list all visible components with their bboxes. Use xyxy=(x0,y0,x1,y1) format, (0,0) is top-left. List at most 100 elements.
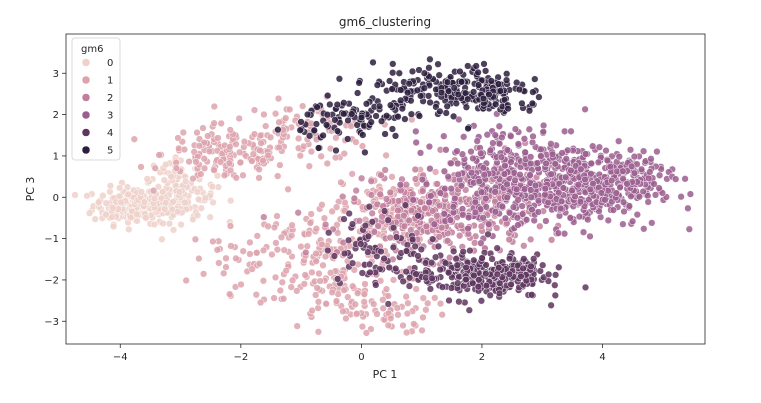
data-point xyxy=(232,254,240,263)
data-point xyxy=(182,276,190,285)
data-point xyxy=(389,224,398,232)
data-point xyxy=(264,151,272,160)
data-point xyxy=(123,183,132,191)
legend-label-2: 2 xyxy=(107,93,113,104)
data-point xyxy=(388,85,396,93)
series-3-points xyxy=(396,105,695,247)
data-point xyxy=(430,220,438,228)
plot-frame xyxy=(65,33,706,345)
data-point xyxy=(307,210,315,218)
data-point xyxy=(248,265,256,273)
data-point xyxy=(542,159,550,168)
data-point xyxy=(215,259,223,267)
x-tick-label: 4 xyxy=(599,352,605,363)
data-point xyxy=(323,111,332,119)
data-point xyxy=(167,172,175,181)
data-point xyxy=(328,288,336,297)
data-point xyxy=(106,182,115,190)
data-point xyxy=(464,124,472,133)
data-point xyxy=(293,287,301,295)
data-point xyxy=(256,298,265,307)
data-point xyxy=(195,254,203,263)
data-point xyxy=(653,147,661,156)
data-point xyxy=(320,214,329,222)
data-point xyxy=(580,202,589,210)
data-point xyxy=(379,296,387,304)
data-point xyxy=(193,188,202,196)
data-point xyxy=(340,99,348,107)
data-point xyxy=(474,68,482,77)
legend-items: 0 1 2 3 4 5 xyxy=(81,58,113,157)
data-point xyxy=(460,133,468,141)
data-point xyxy=(276,286,284,295)
data-point xyxy=(436,189,445,197)
data-point xyxy=(477,188,486,196)
data-point xyxy=(534,197,543,205)
y-tick-label: 3 xyxy=(53,69,59,80)
legend-marker-0 xyxy=(81,58,91,67)
data-point xyxy=(344,135,352,143)
data-point xyxy=(384,300,392,308)
data-point xyxy=(435,71,443,79)
data-point xyxy=(175,188,184,196)
data-point xyxy=(464,164,472,172)
data-point xyxy=(440,132,448,140)
data-point xyxy=(405,216,413,225)
data-point xyxy=(548,150,557,158)
data-point xyxy=(447,284,456,292)
data-point xyxy=(306,219,314,227)
data-point xyxy=(388,173,396,181)
data-point xyxy=(297,242,305,251)
data-point xyxy=(408,67,417,76)
data-point xyxy=(444,237,452,245)
data-point xyxy=(402,292,410,301)
data-point xyxy=(454,90,462,99)
data-point xyxy=(334,275,342,283)
data-point xyxy=(455,298,463,306)
data-point xyxy=(159,188,167,196)
data-point xyxy=(457,78,466,86)
data-point xyxy=(477,239,485,247)
data-point xyxy=(442,146,450,154)
data-point xyxy=(518,99,526,108)
data-point xyxy=(195,142,203,150)
data-point xyxy=(531,181,540,190)
data-point xyxy=(361,221,370,230)
data-point xyxy=(333,127,342,135)
data-point xyxy=(200,155,208,163)
data-point xyxy=(299,142,308,151)
data-point xyxy=(397,86,405,94)
data-point xyxy=(137,163,145,171)
data-point xyxy=(348,220,357,228)
data-point xyxy=(124,190,132,198)
data-point xyxy=(384,216,392,224)
data-point xyxy=(169,198,177,206)
data-point xyxy=(117,198,125,206)
data-point xyxy=(352,138,360,146)
data-point xyxy=(352,186,360,195)
data-point xyxy=(314,298,323,306)
data-point xyxy=(366,268,374,277)
data-point xyxy=(595,143,604,151)
data-point xyxy=(259,157,267,165)
legend-marker-3 xyxy=(81,110,91,120)
data-point xyxy=(272,239,280,247)
data-point xyxy=(345,209,353,218)
data-point xyxy=(486,291,494,299)
data-point xyxy=(487,77,495,85)
data-point xyxy=(344,116,352,125)
data-point xyxy=(404,299,412,307)
data-point xyxy=(344,236,353,244)
data-point xyxy=(394,311,402,319)
data-point xyxy=(527,153,535,161)
data-point xyxy=(331,116,339,124)
data-point xyxy=(369,58,377,67)
data-point xyxy=(256,131,265,140)
data-point xyxy=(514,140,523,148)
legend: gm6 0 1 2 3 4 5 xyxy=(71,37,121,161)
data-point xyxy=(250,106,259,114)
data-point xyxy=(380,254,388,263)
data-point xyxy=(489,139,497,147)
data-point xyxy=(417,245,425,254)
data-point xyxy=(362,329,371,337)
